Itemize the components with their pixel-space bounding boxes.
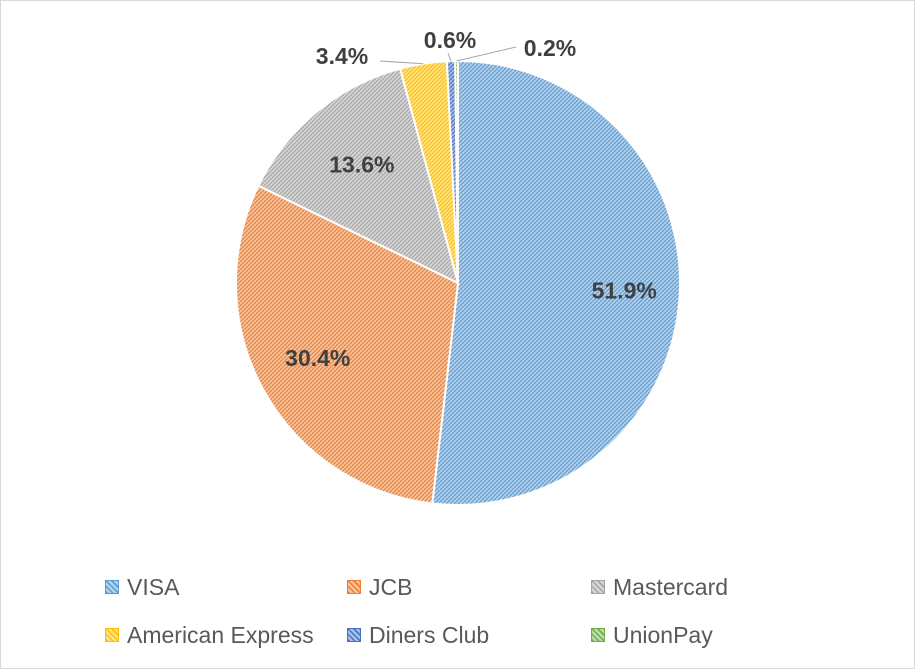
legend-row-2: American Express Diners Club UnionPay <box>105 620 885 650</box>
data-label-jcb: 30.4% <box>285 345 350 371</box>
legend-swatch-diners-club <box>347 628 361 642</box>
legend-label-visa: VISA <box>127 573 180 600</box>
leader-lines <box>379 46 517 65</box>
legend-label-mastercard: Mastercard <box>613 573 729 600</box>
leader-line-american-express <box>379 60 424 65</box>
data-labels: 51.9% 30.4% 13.6% 3.4% 0.6% 0.2% <box>285 27 657 371</box>
legend-swatch-jcb <box>347 580 361 594</box>
legend-item-jcb: JCB <box>347 572 412 602</box>
pie-slices <box>235 59 681 506</box>
legend-swatch-american-express <box>105 628 119 642</box>
legend-item-diners-club: Diners Club <box>347 620 489 650</box>
legend-swatch-unionpay <box>591 628 605 642</box>
legend-label-diners-club: Diners Club <box>369 621 490 648</box>
legend-label-unionpay: UnionPay <box>613 621 713 648</box>
legend-item-visa: VISA <box>105 572 179 602</box>
pie-slice-visa <box>431 59 681 506</box>
data-label-diners-club: 0.6% <box>424 27 476 53</box>
data-label-visa: 51.9% <box>592 278 657 304</box>
legend-label-jcb: JCB <box>369 573 413 600</box>
leader-line-diners-club <box>447 52 452 62</box>
legend-item-unionpay: UnionPay <box>591 620 713 650</box>
pie-slice-mastercard <box>257 67 460 285</box>
legend-swatch-visa <box>105 580 119 594</box>
data-label-mastercard: 13.6% <box>329 152 394 178</box>
legend-swatch-mastercard <box>591 580 605 594</box>
data-label-unionpay: 0.2% <box>524 35 576 61</box>
legend-row-1: VISA JCB Mastercard <box>105 572 885 602</box>
data-label-american-express: 3.4% <box>316 43 368 69</box>
legend-item-american-express: American Express <box>105 620 314 650</box>
pie-slice-jcb <box>235 184 460 505</box>
legend-item-mastercard: Mastercard <box>591 572 728 602</box>
leader-line-unionpay <box>456 46 517 62</box>
legend-label-american-express: American Express <box>127 621 314 648</box>
